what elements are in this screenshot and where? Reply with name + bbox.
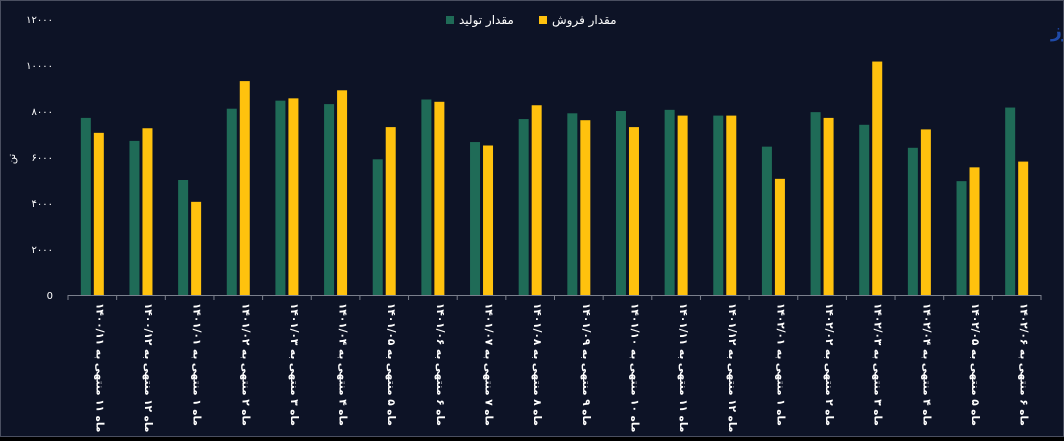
x-tick-label: ماه ۶ منتهی به ۱۴۰۲/۰۶: [1018, 303, 1030, 426]
x-tick-label: ماه ۱۲ منتهی به ۱۴۰۰/۱۲: [142, 303, 154, 432]
production-bar: [324, 104, 335, 295]
production-bar: [810, 112, 821, 296]
x-tick-label: ماه ۵ منتهی به ۱۴۰۲/۰۵: [969, 303, 981, 426]
sales-bar: [191, 201, 202, 295]
production-bar: [129, 140, 140, 295]
production-bar: [421, 99, 432, 295]
sales-bar: [239, 81, 250, 295]
x-tick-label: ماه ۱ منتهی به ۱۴۰۲/۰۱: [774, 303, 786, 426]
sales-bar: [774, 178, 785, 295]
y-tick-label: ۴۰۰۰: [32, 199, 53, 210]
sales-bar: [483, 145, 494, 295]
y-tick-label: ۱۰۰۰۰: [26, 61, 53, 72]
y-tick-label: ۶۰۰۰: [32, 153, 53, 164]
legend-label-sales: مقدار فروش: [552, 13, 617, 28]
x-tick-label: ماه ۱۱ منتهی به ۱۴۰۰/۱۱: [93, 303, 105, 432]
brand-logo: تجارتنیوز: [1050, 20, 1064, 42]
sales-bar: [385, 127, 396, 295]
x-tick-label: ماه ۶ منتهی به ۱۴۰۱/۰۶: [434, 303, 446, 426]
legend-swatch-production: [446, 16, 454, 24]
y-tick-label: ۲۰۰۰: [32, 245, 53, 256]
production-bar: [226, 108, 237, 295]
x-tick-label: ماه ۲ منتهی به ۱۴۰۱/۰۲: [239, 303, 251, 426]
production-bar: [615, 111, 626, 295]
x-tick-label: ماه ۳ منتهی به ۱۴۰۲/۰۳: [872, 303, 884, 426]
bars: [80, 61, 1029, 296]
sales-bar: [823, 117, 834, 296]
x-tick-label: ماه ۱۱ منتهی به ۱۴۰۱/۱۱: [677, 303, 689, 432]
x-tick-label: ماه ۷ منتهی به ۱۴۰۱/۰۷: [483, 303, 495, 426]
sales-bar: [531, 105, 542, 295]
sales-bar: [93, 132, 104, 295]
production-bar: [761, 146, 772, 295]
production-bar: [859, 124, 870, 295]
production-bar: [713, 115, 724, 295]
sales-bar: [434, 101, 445, 295]
sales-bar: [288, 98, 299, 295]
y-tick-label: ۱۲۰۰۰: [26, 15, 53, 26]
sales-bar: [337, 90, 348, 295]
production-bar: [372, 159, 383, 295]
brand-logo-text: تجارتنیوز: [1050, 20, 1063, 42]
production-bar: [178, 180, 189, 295]
y-tick-label: ۸۰۰۰: [32, 107, 53, 118]
y-tick-label: 0: [47, 291, 53, 302]
x-tick-label: ماه ۹ منتهی به ۱۴۰۱/۰۹: [580, 303, 592, 426]
x-tick-label: ماه ۲ منتهی به ۱۴۰۲/۰۲: [823, 303, 835, 426]
x-tick-label: ماه ۳ منتهی به ۱۴۰۱/۰۳: [288, 303, 300, 426]
sales-bar: [920, 129, 931, 295]
production-bar: [275, 100, 286, 296]
production-bar: [956, 181, 967, 295]
sales-bar: [580, 120, 591, 295]
sales-bar: [142, 128, 153, 295]
sales-bar: [1018, 161, 1029, 295]
production-bar: [470, 142, 481, 295]
production-bar: [664, 109, 675, 295]
x-tick-label: ماه ۱۰ منتهی به ۱۴۰۱/۱۰: [628, 303, 640, 432]
x-tick-label: ماه ۴ منتهی به ۱۴۰۲/۰۴: [920, 303, 932, 426]
x-tick-label: ماه ۱۲ منتهی به ۱۴۰۱/۱۲: [726, 303, 738, 432]
sales-bar: [628, 127, 639, 295]
x-tick-label: ماه ۴ منتهی به ۱۴۰۱/۰۴: [337, 303, 349, 426]
sales-bar: [872, 61, 883, 295]
sales-bar: [726, 115, 737, 295]
y-axis-label: تن: [7, 154, 18, 165]
sales-bar: [677, 115, 688, 295]
x-tick-label: ماه ۱ منتهی به ۱۴۰۱/۰۱: [191, 303, 203, 426]
production-bar: [1005, 107, 1016, 295]
x-tick-label: ماه ۸ منتهی به ۱۴۰۱/۰۸: [531, 303, 543, 426]
production-bar: [567, 113, 578, 295]
production-bar: [80, 117, 91, 296]
x-tick-label: ماه ۵ منتهی به ۱۴۰۱/۰۵: [385, 303, 397, 426]
y-axis: 0 ۲۰۰۰ ۴۰۰۰ ۶۰۰۰ ۸۰۰۰ ۱۰۰۰۰ ۱۲۰۰۰: [26, 15, 53, 302]
legend: مقدار تولید مقدار فروش: [446, 13, 617, 28]
production-bar: [518, 119, 529, 295]
sales-bar: [969, 167, 980, 295]
x-axis-labels: ماه ۱۱ منتهی به ۱۴۰۰/۱۱ ماه ۱۲ منتهی به ۱…: [67, 295, 1042, 432]
legend-label-production: مقدار تولید: [459, 13, 514, 28]
production-bar: [907, 147, 918, 295]
legend-swatch-sales: [539, 16, 547, 24]
